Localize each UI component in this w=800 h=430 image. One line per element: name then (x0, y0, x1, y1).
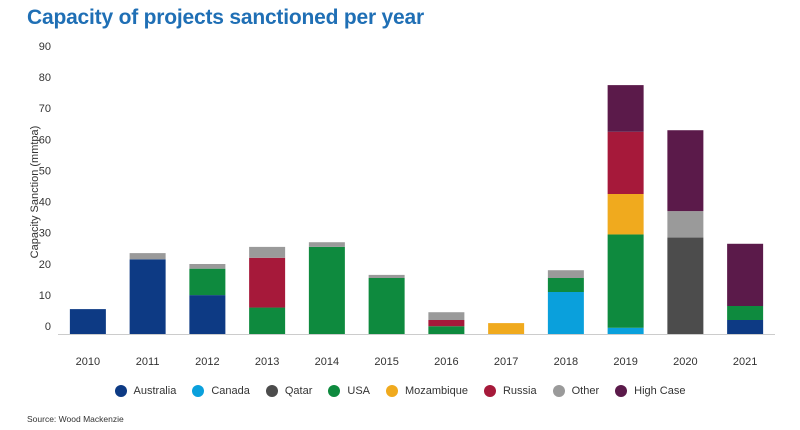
y-axis-label: Capacity Sanction (mmtpa) (29, 126, 41, 259)
legend-item: High Case (615, 385, 685, 397)
bar-segment: USA 2016: 2.5 (428, 326, 465, 334)
x-tick-label: 2017 (494, 356, 518, 368)
legend-swatch (265, 385, 278, 397)
legend-label: USA (347, 385, 370, 397)
legend-label: Other (571, 385, 600, 397)
y-tick-label: 70 (39, 103, 51, 115)
y-tick-label: 60 (39, 134, 51, 146)
x-tick-label: 2011 (136, 356, 160, 368)
legend-label: Qatar (284, 385, 313, 397)
bar-segment: Russia 2013: 16 (249, 257, 286, 308)
bars-group: Australia 2010: 8Australia 2011: 24Other… (69, 85, 764, 334)
legend-swatch (192, 385, 205, 397)
legend-item: Canada (192, 385, 250, 397)
bar-segment: Australia 2011: 24 (129, 259, 166, 334)
bar-segment: Canada 2018: 13.5 (547, 292, 584, 334)
y-axis-ticks: 0 10 20 30 40 50 60 70 80 90 (39, 41, 51, 333)
bar-segment: Other 2012: 1.5 (189, 264, 226, 269)
bar-segment: USA 2019: 30 (607, 234, 644, 328)
y-tick-label: 20 (39, 259, 51, 271)
bar-segment: Other 2013: 3.5 (249, 246, 286, 258)
bar-segment: USA 2018: 4.5 (547, 278, 584, 292)
legend-item: Russia (483, 385, 537, 397)
bar-segment: Mozambique 2017: 3.5 (488, 323, 525, 334)
bar-segment: High Case 2021: 20 (727, 243, 764, 306)
legend-label: Canada (211, 385, 250, 397)
x-tick-label: 2012 (195, 356, 219, 368)
legend-swatch (483, 385, 496, 397)
x-tick-label: 2010 (76, 356, 100, 368)
bar-segment: Canada 2019: 2 (607, 327, 644, 334)
bar-segment: Other 2016: 2.5 (428, 312, 465, 320)
legend-item: Australia (114, 385, 177, 397)
bar-segment: Mozambique 2019: 13 (607, 194, 644, 235)
x-axis-ticks: 2010 2011 2012 2013 2014 2015 2016 2017 2018 2019… (76, 356, 758, 368)
page-title: Capacity of projects sanctioned per year (27, 6, 424, 29)
x-tick-label: 2016 (434, 356, 458, 368)
legend-item: USA (328, 385, 370, 397)
x-tick-label: 2021 (733, 356, 757, 368)
x-tick-label: 2015 (374, 356, 398, 368)
bar-segment: Other 2014: 1.5 (308, 242, 345, 247)
y-tick-label: 50 (39, 165, 51, 177)
bar-segment: Other 2011: 2 (129, 253, 166, 260)
bar-segment: Australia 2010: 8 (69, 309, 106, 334)
bar-segment: High Case 2019: 15 (607, 85, 644, 132)
legend-label: Australia (133, 385, 177, 397)
legend-swatch (114, 385, 127, 397)
source-note: Source: Wood Mackenzie (27, 414, 124, 424)
stacked-bar-chart: Capacity Sanction (mmtpa) 0 10 20 30 40 50 60 7… (29, 41, 775, 368)
bar-segment: Australia 2021: 4.5 (727, 320, 764, 334)
y-tick-label: 40 (39, 197, 51, 209)
bar-segment: Other 2015: 1 (368, 274, 405, 278)
legend-label: Mozambique (405, 385, 468, 397)
x-tick-label: 2020 (673, 356, 697, 368)
legend-item: Qatar (265, 385, 313, 397)
bar-segment: USA 2012: 8.5 (189, 268, 226, 296)
bar-segment: Qatar 2020: 31 (667, 237, 704, 334)
bar-segment: Russia 2019: 20 (607, 131, 644, 194)
x-tick-label: 2018 (554, 356, 578, 368)
legend-item: Mozambique (386, 385, 468, 397)
legend-label: Russia (502, 385, 537, 397)
bar-segment: Other 2020: 8.5 (667, 211, 704, 238)
x-tick-label: 2019 (613, 356, 637, 368)
legend-swatch (328, 385, 341, 397)
y-tick-label: 0 (45, 321, 51, 333)
bar-segment: Australia 2012: 12.5 (189, 295, 226, 334)
y-tick-label: 90 (39, 41, 51, 53)
bar-segment: USA 2015: 18 (368, 278, 405, 334)
legend-swatch (552, 385, 565, 397)
y-tick-label: 10 (39, 290, 51, 302)
x-tick-label: 2013 (255, 356, 279, 368)
bar-segment: High Case 2020: 26 (667, 130, 704, 212)
legend-swatch (386, 385, 398, 397)
bar-segment: USA 2021: 4.5 (727, 306, 764, 320)
legend-item: Other (552, 385, 600, 397)
bar-segment: Russia 2016: 2 (428, 320, 465, 327)
bar-segment: USA 2014: 28 (308, 246, 345, 334)
y-tick-label: 80 (39, 72, 51, 84)
legend-label: High Case (634, 385, 686, 397)
bar-segment: USA 2013: 8.5 (249, 307, 286, 334)
x-tick-label: 2014 (315, 356, 339, 368)
bar-segment: Other 2018: 2.5 (547, 270, 584, 278)
y-tick-label: 30 (39, 228, 51, 240)
legend: Australia Canada Qatar USA Mozambique Russia O… (0, 385, 800, 397)
legend-swatch (615, 385, 628, 397)
